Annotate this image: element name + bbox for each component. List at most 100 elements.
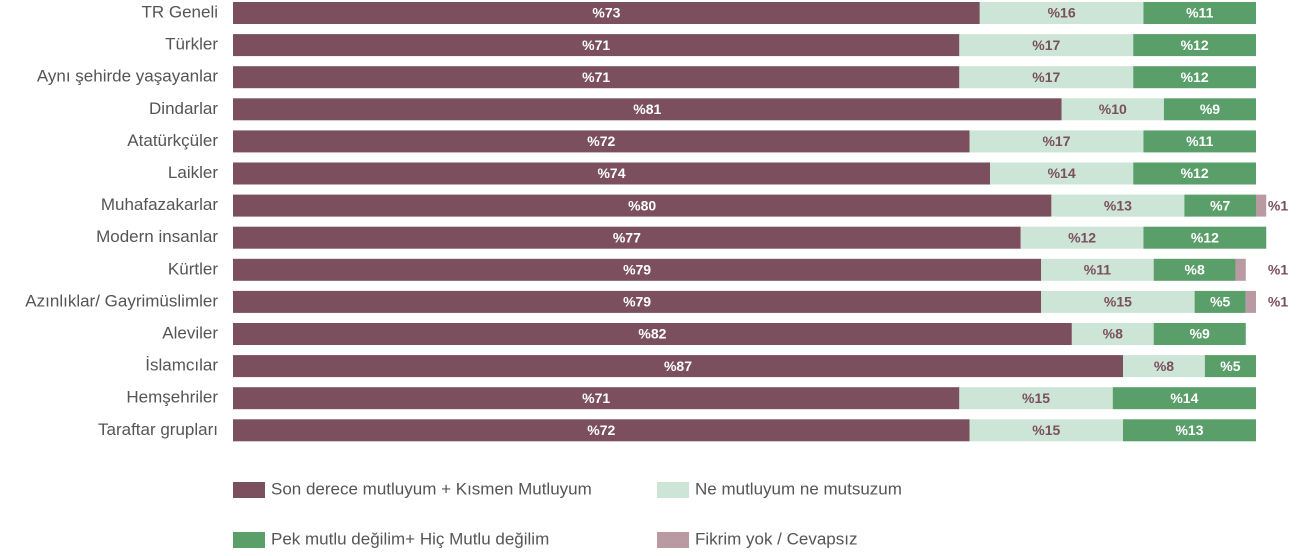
category-label: Modern insanlar xyxy=(96,227,218,246)
data-label: %13 xyxy=(1175,422,1203,438)
bar-segment xyxy=(1051,194,1185,217)
data-label: %10 xyxy=(1099,101,1127,117)
bar-segment xyxy=(1143,226,1267,249)
category-label: Hemşehriler xyxy=(126,388,218,407)
category-label: TR Geneli xyxy=(141,2,218,21)
bar-segment xyxy=(1143,2,1256,24)
data-label: %11 xyxy=(1186,133,1213,149)
legend-label: Son derece mutluyum + Kısmen Mutluyum xyxy=(271,479,592,498)
data-label: %73 xyxy=(592,5,620,21)
bar-segment xyxy=(233,130,970,153)
bar-segment xyxy=(1153,258,1236,281)
bar-segment xyxy=(233,258,1042,281)
data-label: %12 xyxy=(1181,37,1209,53)
data-label: %79 xyxy=(623,262,651,278)
category-label: Laikler xyxy=(168,163,218,182)
data-label: %72 xyxy=(587,422,615,438)
data-label: %5 xyxy=(1210,294,1230,310)
legend-label: Fikrim yok / Cevapsız xyxy=(695,529,857,548)
data-label: %9 xyxy=(1200,101,1220,117)
bar-segment xyxy=(1194,290,1246,313)
legend-label: Ne mutluyum ne mutsuzum xyxy=(695,479,902,498)
data-label: %15 xyxy=(1104,294,1132,310)
bar-segment xyxy=(1041,258,1154,281)
bar-segment xyxy=(233,162,991,185)
data-label: %8 xyxy=(1103,326,1123,342)
legend-swatch xyxy=(233,482,265,498)
data-label: %79 xyxy=(623,294,651,310)
data-label: %12 xyxy=(1068,229,1096,245)
category-label: Muhafazakarlar xyxy=(101,195,219,214)
bar-segment xyxy=(233,355,1124,378)
data-label: %8 xyxy=(1185,262,1205,278)
data-label: %80 xyxy=(628,197,656,213)
bar-segment xyxy=(1143,130,1256,153)
data-label: %9 xyxy=(1190,326,1210,342)
data-label: %15 xyxy=(1022,390,1050,406)
data-label: %15 xyxy=(1032,422,1060,438)
bar-segment xyxy=(233,290,1042,313)
legend-label: Pek mutlu değilim+ Hiç Mutlu değilim xyxy=(271,529,549,548)
data-label: %8 xyxy=(1154,358,1174,374)
bar-segment xyxy=(1133,66,1256,89)
bar-segment xyxy=(969,130,1144,153)
data-label: %16 xyxy=(1048,5,1076,21)
bar-segment xyxy=(1256,194,1267,217)
data-label: %13 xyxy=(1104,197,1132,213)
bar-segment xyxy=(990,162,1134,185)
data-label: %71 xyxy=(582,69,610,85)
category-label: Aynı şehirde yaşayanlar xyxy=(37,67,218,86)
bar-segment xyxy=(979,2,1144,24)
bar-segment xyxy=(1133,34,1256,57)
data-label: %81 xyxy=(633,101,661,117)
legend-swatch xyxy=(657,532,689,548)
category-label: Azınlıklar/ Gayrimüslimler xyxy=(25,291,218,310)
data-label: %12 xyxy=(1181,165,1209,181)
data-label: %17 xyxy=(1032,69,1060,85)
data-label: %74 xyxy=(597,165,625,181)
bar-segment xyxy=(959,66,1134,89)
data-label: %72 xyxy=(587,133,615,149)
data-label: %77 xyxy=(613,229,641,245)
bar-segment xyxy=(959,34,1134,57)
bar-segment xyxy=(1041,290,1195,313)
bar-segment xyxy=(969,419,1124,442)
category-label: Taraftar grupları xyxy=(98,420,218,439)
bar-segment xyxy=(1112,387,1256,410)
data-label: %1 xyxy=(1268,197,1288,213)
bar-segment xyxy=(233,226,1021,249)
bar-segment xyxy=(233,323,1072,345)
bar-segment xyxy=(959,387,1113,410)
data-label: %11 xyxy=(1186,5,1213,21)
bar-segment xyxy=(1245,290,1256,313)
data-label: %5 xyxy=(1220,358,1240,374)
category-label: İslamcılar xyxy=(145,356,218,375)
data-label: %14 xyxy=(1170,390,1198,406)
category-label: Türkler xyxy=(165,35,218,54)
data-label: %1 xyxy=(1268,294,1288,310)
legend-swatch xyxy=(657,482,689,498)
legend-swatch xyxy=(233,532,265,548)
data-label: %7 xyxy=(1210,197,1230,213)
bar-segment xyxy=(1061,98,1164,121)
data-label: %17 xyxy=(1042,133,1070,149)
category-label: Dindarlar xyxy=(149,99,218,118)
bar-segment xyxy=(1163,98,1256,121)
data-label: %71 xyxy=(582,390,610,406)
bar-segment xyxy=(1204,355,1256,378)
bar-segment xyxy=(233,98,1062,121)
category-label: Atatürkçüler xyxy=(127,131,218,150)
category-label: Aleviler xyxy=(162,323,218,342)
bar-segment xyxy=(1071,323,1154,345)
data-label: %82 xyxy=(638,326,666,342)
data-label: %12 xyxy=(1181,69,1209,85)
data-label: %14 xyxy=(1048,165,1076,181)
bar-segment xyxy=(1133,162,1256,185)
bar-segment xyxy=(1123,355,1205,378)
data-label: %17 xyxy=(1032,37,1060,53)
bar-segment xyxy=(1184,194,1256,217)
bar-segment xyxy=(233,34,960,57)
bar-segment xyxy=(1123,419,1256,442)
category-label: Kürtler xyxy=(168,259,218,278)
